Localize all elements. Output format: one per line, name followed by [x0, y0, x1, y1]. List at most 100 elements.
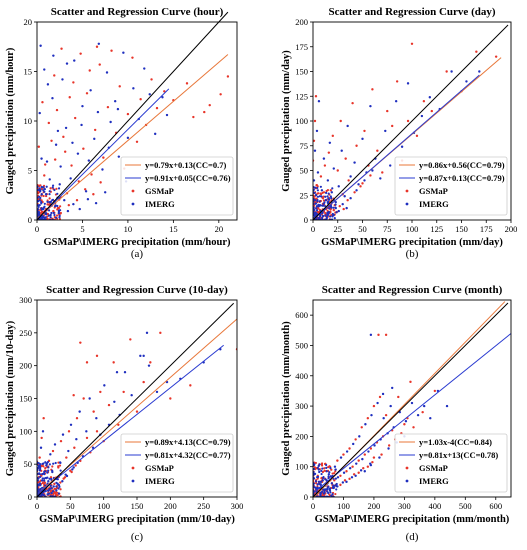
x-tick-label: 150	[131, 501, 144, 511]
data-point	[51, 198, 55, 201]
data-point	[355, 462, 358, 465]
data-point	[351, 465, 354, 468]
legend-label: GSMaP	[419, 463, 448, 473]
data-point	[339, 119, 342, 123]
data-point	[78, 410, 81, 413]
data-point	[42, 417, 45, 420]
data-point	[126, 112, 130, 116]
data-point	[336, 476, 340, 479]
data-point	[345, 206, 348, 210]
data-point	[327, 151, 331, 154]
x-axis-label: GSMaP\IMERG precipitation (mm/day)	[321, 237, 503, 248]
data-point	[343, 195, 346, 198]
data-point	[42, 189, 45, 192]
x-tick-label: 15	[169, 224, 178, 234]
y-axis-label: Gauged precipitation (mm/day)	[281, 50, 292, 192]
data-point	[355, 144, 358, 147]
data-point	[335, 211, 338, 214]
data-point	[321, 214, 325, 218]
data-point	[315, 205, 318, 208]
regression-line	[36, 54, 229, 220]
data-point	[369, 462, 372, 465]
data-point	[317, 480, 321, 483]
data-point	[44, 467, 47, 470]
data-point	[43, 68, 46, 71]
data-point	[380, 453, 383, 456]
data-point	[339, 474, 342, 477]
data-point	[372, 404, 376, 408]
data-point	[313, 198, 316, 202]
data-point	[316, 171, 320, 174]
panel-hour: Scatter and Regression Curve (hour) 0 5 10 1…	[5, 6, 238, 260]
data-point	[406, 82, 410, 85]
data-point	[321, 204, 324, 207]
legend: y=0.86x+0.56(CC=0.79) y=0.87x+0.13(CC=0.7…	[394, 156, 508, 216]
panel-10-day: Scatter and Regression Curve (10-day) 0 50…	[5, 284, 243, 543]
data-point	[56, 208, 59, 211]
data-point	[349, 197, 352, 200]
data-point	[63, 199, 66, 202]
data-point	[75, 438, 78, 441]
data-point	[433, 389, 437, 393]
data-point	[384, 413, 388, 417]
data-point	[47, 121, 51, 125]
data-point	[41, 100, 44, 104]
data-point	[409, 380, 412, 384]
data-point	[117, 155, 121, 158]
data-point	[44, 489, 47, 493]
y-tick-label: 300	[295, 401, 308, 411]
data-point	[363, 179, 366, 182]
x-tick-label: 200	[368, 501, 381, 511]
data-point	[331, 493, 334, 496]
data-point	[319, 175, 323, 178]
data-point	[322, 199, 326, 202]
data-point	[41, 472, 44, 476]
data-point	[376, 149, 379, 152]
data-point	[40, 436, 43, 440]
data-point	[219, 93, 222, 96]
data-point	[69, 469, 72, 472]
data-point	[61, 78, 64, 81]
data-point	[43, 202, 46, 205]
x-tick-label: 50	[358, 224, 367, 234]
data-point	[73, 446, 76, 449]
data-point	[94, 201, 98, 205]
data-point	[361, 137, 364, 141]
data-point	[334, 484, 337, 487]
data-point	[37, 200, 40, 203]
data-point	[357, 471, 360, 474]
data-point	[37, 479, 39, 482]
legend-dot-swatch	[131, 202, 135, 206]
data-point	[420, 114, 424, 118]
data-point	[322, 202, 325, 205]
data-point	[352, 473, 356, 476]
data-point	[389, 164, 392, 167]
data-point	[410, 42, 414, 45]
data-point	[325, 215, 329, 219]
data-point	[55, 187, 58, 190]
data-point	[329, 195, 332, 198]
data-point	[317, 210, 321, 214]
data-point	[50, 211, 53, 215]
data-point	[321, 470, 324, 474]
data-point	[379, 177, 382, 180]
x-tick-label: 100	[97, 501, 110, 511]
data-point	[360, 426, 363, 429]
data-point	[347, 179, 350, 182]
data-point	[57, 466, 60, 469]
data-point	[359, 469, 363, 472]
data-point	[366, 465, 370, 468]
y-tick-label: 200	[295, 17, 308, 27]
data-point	[371, 460, 374, 464]
data-point	[185, 82, 189, 85]
data-point	[45, 160, 49, 163]
chart-title: Scatter and Regression Curve (month)	[322, 284, 503, 296]
data-point	[362, 467, 365, 470]
data-point	[326, 213, 329, 216]
data-point	[316, 186, 319, 190]
data-point	[106, 105, 110, 109]
data-point	[334, 203, 337, 206]
data-point	[323, 491, 326, 494]
data-point	[313, 191, 316, 195]
y-tick-label: 15	[24, 67, 33, 77]
